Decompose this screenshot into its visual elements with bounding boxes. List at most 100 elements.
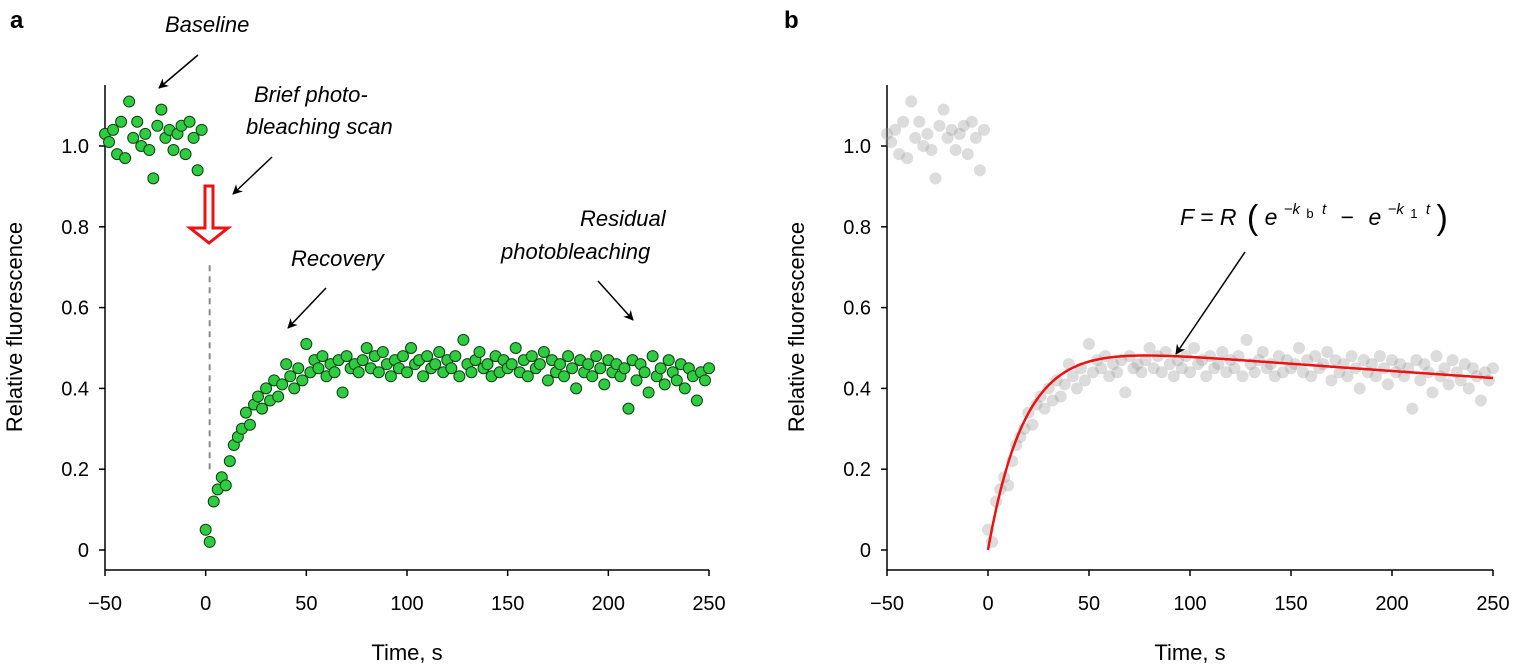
panel-a-y-tick-label: 0.4: [61, 378, 89, 400]
faded-data-point: [945, 123, 958, 136]
data-point: [300, 337, 313, 350]
data-point: [698, 374, 711, 387]
faded-data-point: [1353, 382, 1366, 395]
brief-scan-pointer-arrow: [232, 156, 273, 195]
data-point: [155, 103, 168, 116]
faded-data-point: [1066, 370, 1079, 383]
data-point: [203, 535, 216, 548]
faded-data-point: [1462, 382, 1475, 395]
faded-data-point: [1357, 354, 1370, 367]
faded-data-point: [1333, 366, 1346, 379]
data-point: [340, 350, 353, 363]
data-point: [598, 378, 611, 391]
data-point: [401, 366, 413, 379]
panel-a-data-points: [99, 95, 715, 548]
data-point: [481, 358, 494, 371]
data-point: [328, 366, 341, 379]
faded-data-point: [1438, 362, 1451, 375]
faded-data-point: [1050, 374, 1063, 387]
data-point: [280, 358, 293, 371]
panel-b-x-tick-label: 150: [1274, 593, 1307, 615]
faded-data-point: [949, 144, 962, 157]
faded-data-point: [1458, 358, 1471, 371]
data-point: [239, 406, 252, 419]
faded-data-point: [1236, 370, 1249, 383]
faded-data-point: [957, 119, 970, 132]
faded-data-point: [1208, 362, 1221, 375]
faded-data-point: [1103, 370, 1116, 383]
data-point: [566, 362, 579, 375]
faded-data-point: [1240, 333, 1253, 346]
faded-data-point: [1058, 378, 1071, 391]
faded-data-point: [1309, 350, 1322, 363]
faded-data-point: [913, 115, 926, 128]
data-point: [195, 123, 208, 136]
data-point: [384, 370, 397, 383]
panel-b-x-tick-label: 0: [982, 593, 993, 615]
panel-a-x-tick-label: 50: [295, 593, 317, 615]
faded-data-point: [1127, 362, 1140, 375]
data-point: [457, 333, 470, 346]
baseline-pointer-arrow: [158, 54, 199, 89]
faded-data-point: [1252, 354, 1265, 367]
faded-data-point: [1487, 362, 1499, 375]
panel-b-ticks: −50 0 50 100 150 200 250 0 0.2 0.4 0.6 0.8 1.0: [843, 136, 1510, 615]
faded-data-point: [1365, 358, 1378, 371]
faded-data-point: [1446, 354, 1459, 367]
faded-data-point: [885, 135, 898, 148]
data-point: [449, 350, 462, 363]
data-point: [123, 95, 136, 108]
faded-data-point: [893, 148, 906, 161]
data-point: [630, 374, 643, 387]
faded-data-point: [941, 131, 954, 144]
data-point: [312, 362, 325, 375]
panel-b-x-tick-label: 200: [1375, 593, 1408, 615]
panel-a-x-tick-label: 250: [692, 593, 725, 615]
formula-minus: −: [1341, 204, 1354, 230]
data-point: [421, 350, 434, 363]
panel-b-y-tick-label: 0.4: [843, 378, 871, 400]
data-point: [183, 115, 196, 128]
data-point: [642, 386, 655, 399]
data-point: [417, 370, 430, 383]
faded-data-point: [889, 123, 902, 136]
panel-b-x-tick-label: 100: [1173, 593, 1206, 615]
panel-b-x-tick-label: −50: [870, 593, 904, 615]
data-point: [147, 172, 160, 185]
data-point: [243, 418, 256, 431]
data-point: [678, 382, 691, 395]
faded-data-point: [1369, 370, 1382, 383]
faded-data-point: [1414, 374, 1427, 387]
faded-data-point: [1107, 358, 1120, 371]
data-point: [541, 374, 554, 387]
data-point: [115, 115, 128, 128]
faded-data-point: [933, 119, 946, 132]
formula-close-paren: ): [1436, 199, 1447, 237]
faded-data-point: [1329, 354, 1342, 367]
faded-data-point: [1321, 346, 1334, 359]
faded-data-point: [1256, 346, 1269, 359]
faded-data-point: [1386, 354, 1398, 367]
data-point: [622, 402, 635, 415]
annotation-brief-line2: bleaching scan: [246, 114, 393, 139]
formula-exp2: −k: [1388, 201, 1406, 218]
faded-data-point: [1042, 382, 1055, 395]
formula-pointer-arrow: [1175, 251, 1246, 355]
data-point: [151, 119, 164, 132]
faded-data-point: [909, 131, 922, 144]
panel-b-x-axis-label: Time, s: [1154, 640, 1225, 664]
data-point: [429, 358, 442, 371]
faded-data-point: [1175, 362, 1188, 375]
panel-a-chart: a −50 0 50 100 150 200 250 0 0.2 0.4 0.6 0.8 1.0 Tim…: [2, 7, 726, 664]
faded-data-point: [917, 140, 930, 152]
data-point: [223, 455, 236, 468]
panel-a-x-tick-label: 200: [592, 593, 625, 615]
faded-data-point: [1478, 366, 1491, 379]
faded-data-point: [1341, 370, 1354, 383]
residual-pointer-arrow: [597, 280, 634, 321]
panel-a-x-axis-label: Time, s: [371, 640, 442, 664]
faded-data-point: [897, 115, 910, 128]
data-point: [167, 144, 180, 157]
data-point: [191, 164, 204, 177]
